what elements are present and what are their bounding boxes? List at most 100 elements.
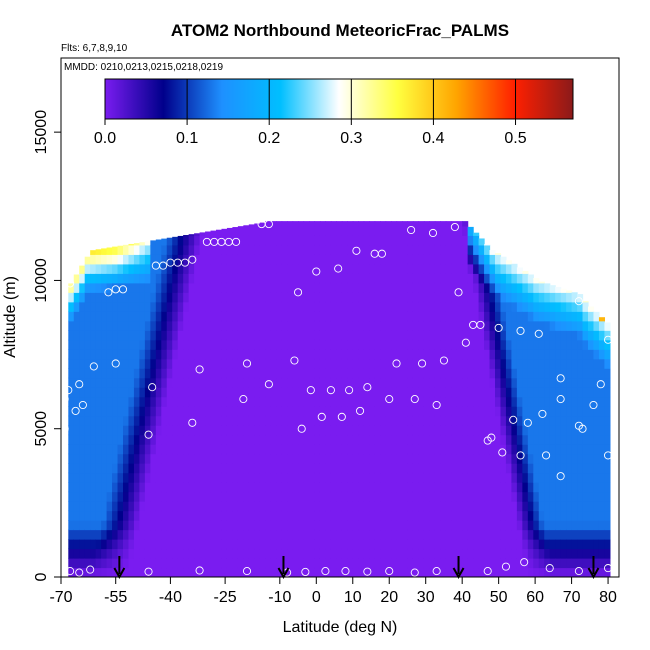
heatmap-cell bbox=[402, 349, 409, 360]
heatmap-cell bbox=[73, 558, 80, 569]
heatmap-cell bbox=[199, 529, 206, 540]
heatmap-cell bbox=[566, 320, 573, 331]
heatmap-cell bbox=[281, 567, 288, 577]
heatmap-cell bbox=[254, 548, 261, 559]
heatmap-cell bbox=[166, 330, 173, 341]
heatmap-cell bbox=[478, 425, 485, 436]
heatmap-cell bbox=[369, 529, 376, 540]
heatmap-cell bbox=[166, 237, 173, 246]
heatmap-cell bbox=[259, 396, 266, 407]
heatmap-cell bbox=[511, 301, 518, 312]
heatmap-cell bbox=[380, 254, 387, 265]
heatmap-cell bbox=[369, 482, 376, 493]
heatmap-cell bbox=[402, 311, 409, 322]
heatmap-cell bbox=[216, 244, 223, 255]
heatmap-cell bbox=[588, 463, 595, 474]
heatmap-cell bbox=[533, 472, 540, 483]
heatmap-cell bbox=[237, 235, 244, 246]
sample-point bbox=[363, 567, 372, 576]
heatmap-cell bbox=[593, 539, 600, 550]
heatmap-cell bbox=[473, 463, 480, 474]
heatmap-cell bbox=[106, 263, 113, 274]
heatmap-cell bbox=[495, 311, 502, 322]
heatmap-cell bbox=[188, 387, 195, 398]
heatmap-cell bbox=[484, 311, 491, 322]
heatmap-cell bbox=[177, 339, 184, 350]
heatmap-cell bbox=[276, 225, 283, 236]
heatmap-cell bbox=[423, 387, 430, 398]
heatmap-cell bbox=[423, 444, 430, 455]
heatmap-cell bbox=[106, 387, 113, 398]
heatmap-cell bbox=[555, 491, 562, 502]
heatmap-cell bbox=[210, 491, 217, 502]
heatmap-cell bbox=[500, 377, 507, 388]
heatmap-cell bbox=[440, 520, 447, 531]
heatmap-cell bbox=[150, 358, 157, 369]
heatmap-cell bbox=[68, 377, 75, 388]
heatmap-cell bbox=[396, 425, 403, 436]
heatmap-cell bbox=[467, 434, 474, 445]
heatmap-cell bbox=[106, 311, 113, 322]
heatmap-cell bbox=[216, 539, 223, 550]
heatmap-cell bbox=[538, 292, 545, 303]
heatmap-cell bbox=[150, 434, 157, 445]
heatmap-cell bbox=[533, 482, 540, 493]
heatmap-cell bbox=[232, 472, 239, 483]
heatmap-cell bbox=[205, 444, 212, 455]
heatmap-cell bbox=[248, 320, 255, 331]
heatmap-cell bbox=[309, 349, 316, 360]
heatmap-cell bbox=[484, 520, 491, 531]
heatmap-cell bbox=[254, 358, 261, 369]
heatmap-cell bbox=[243, 529, 250, 540]
heatmap-cell bbox=[194, 358, 201, 369]
heatmap-cell bbox=[358, 282, 365, 293]
heatmap-cell bbox=[391, 244, 398, 255]
heatmap-cell bbox=[341, 368, 348, 379]
heatmap-cell bbox=[248, 254, 255, 265]
heatmap-cell bbox=[429, 282, 436, 293]
heatmap-cell bbox=[423, 567, 430, 577]
sample-point bbox=[64, 386, 73, 395]
heatmap-cell bbox=[527, 491, 534, 502]
heatmap-cell bbox=[161, 539, 168, 550]
heatmap-cell bbox=[144, 548, 151, 559]
heatmap-cell bbox=[484, 396, 491, 407]
heatmap-cell bbox=[352, 225, 359, 236]
heatmap-cell bbox=[79, 387, 86, 398]
heatmap-cell bbox=[396, 273, 403, 284]
heatmap-cell bbox=[270, 539, 277, 550]
heatmap-cell bbox=[489, 358, 496, 369]
heatmap-cell bbox=[473, 444, 480, 455]
heatmap-cell bbox=[385, 263, 392, 274]
heatmap-cell bbox=[303, 311, 310, 322]
heatmap-cell bbox=[155, 567, 162, 577]
heatmap-cell bbox=[117, 273, 124, 284]
heatmap-cell bbox=[440, 320, 447, 331]
heatmap-cell bbox=[144, 244, 151, 255]
heatmap-cell bbox=[309, 301, 316, 312]
heatmap-cell bbox=[90, 273, 97, 284]
heatmap-cell bbox=[467, 377, 474, 388]
heatmap-cell bbox=[604, 322, 611, 331]
heatmap-cell bbox=[456, 377, 463, 388]
heatmap-cell bbox=[544, 301, 551, 312]
heatmap-cell bbox=[226, 227, 234, 236]
heatmap-cell bbox=[309, 406, 316, 417]
heatmap-cell bbox=[73, 548, 80, 559]
heatmap-cell bbox=[226, 406, 234, 417]
heatmap-cell bbox=[402, 263, 409, 274]
heatmap-cell bbox=[347, 263, 354, 274]
heatmap-cell bbox=[604, 482, 611, 493]
heatmap-cell bbox=[319, 349, 327, 360]
heatmap-cell bbox=[440, 548, 447, 559]
heatmap-cell bbox=[95, 273, 102, 284]
heatmap-cell bbox=[336, 320, 343, 331]
heatmap-cell bbox=[566, 330, 573, 341]
heatmap-cell bbox=[298, 453, 305, 464]
heatmap-cell bbox=[434, 548, 441, 559]
heatmap-cell bbox=[385, 539, 392, 550]
heatmap-cell bbox=[336, 491, 343, 502]
heatmap-cell bbox=[133, 368, 141, 379]
heatmap-cell bbox=[265, 482, 272, 493]
heatmap-cell bbox=[84, 320, 91, 331]
